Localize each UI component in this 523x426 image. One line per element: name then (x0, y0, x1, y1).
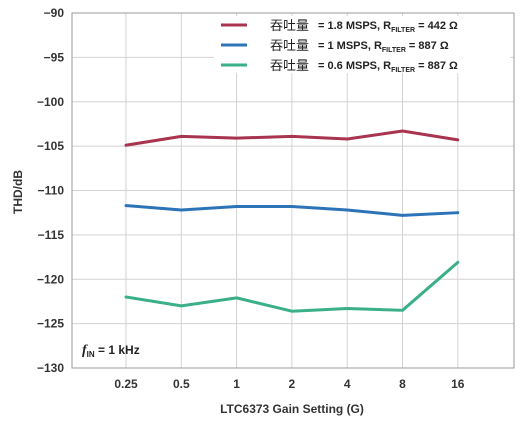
y-tick-label: −125 (37, 317, 64, 331)
y-tick-label: −115 (38, 228, 65, 242)
legend: 吞吐量 = 1.8 MSPS, RFILTER = 442 Ω 吞吐量 = 1 M… (214, 16, 510, 74)
x-tick-label: 8 (399, 377, 406, 391)
y-axis-title: THD/dB (11, 170, 25, 214)
x-tick-labels: 0.25 0.5 1 2 4 8 16 (114, 377, 464, 391)
legend-label: = 0.6 MSPS, RFILTER = 887 Ω (318, 60, 458, 74)
y-tick-label: −100 (37, 95, 64, 109)
annotation-value: = 1 kHz (95, 343, 140, 357)
legend-prefix: 吞吐量 (270, 39, 309, 54)
legend-prefix: 吞吐量 (270, 59, 309, 74)
x-tick-label: 0.25 (114, 377, 138, 391)
legend-prefix: 吞吐量 (270, 19, 309, 34)
legend-label: = 1 MSPS, RFILTER = 887 Ω (318, 40, 449, 54)
annotation-f: f (82, 343, 88, 358)
x-tick-label: 4 (344, 377, 351, 391)
y-tick-label: −105 (37, 139, 64, 153)
series-lines (124, 129, 460, 313)
y-tick-labels: −90 −95 −100 −105 −110 −115 −120 −125 −130 (37, 6, 64, 375)
x-tick-label: 0.5 (173, 377, 190, 391)
frequency-annotation: fIN = 1 kHz (82, 343, 140, 359)
x-axis-title: LTC6373 Gain Setting (G) (220, 402, 364, 416)
y-tick-label: −130 (37, 361, 64, 375)
x-tick-label: 2 (289, 377, 296, 391)
series-line (124, 204, 460, 217)
y-tick-label: −110 (38, 184, 65, 198)
x-tick-label: 16 (451, 377, 465, 391)
y-tick-label: −90 (44, 6, 65, 20)
annotation-subscript: IN (87, 350, 95, 359)
y-tick-label: −95 (44, 50, 65, 64)
plot-border (71, 12, 515, 369)
legend-label: = 1.8 MSPS, RFILTER = 442 Ω (318, 20, 458, 34)
plot-frame (71, 12, 515, 369)
x-tick-label: 1 (233, 377, 240, 391)
legend-background (214, 16, 510, 73)
series-line (124, 129, 460, 147)
series-line (124, 260, 460, 313)
y-tick-label: −120 (37, 272, 64, 286)
